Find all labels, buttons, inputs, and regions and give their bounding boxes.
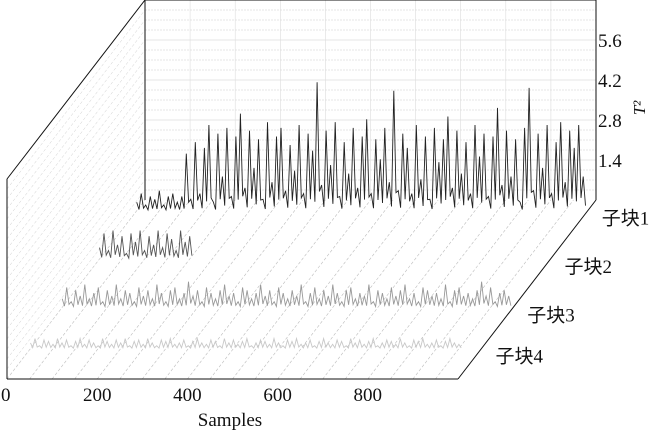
x-tick-label: 400 xyxy=(173,385,202,406)
wall-gridline xyxy=(6,199,146,380)
floor-gridline xyxy=(164,199,304,380)
wall-gridline xyxy=(6,59,146,240)
floor-gridline xyxy=(74,199,213,380)
floor-gridline xyxy=(51,199,191,380)
floor-gridline xyxy=(142,199,281,380)
wall-gridline xyxy=(6,29,146,210)
wall-gridline xyxy=(6,69,146,250)
depth-axis-line xyxy=(457,199,597,380)
series-line-2 xyxy=(99,230,193,260)
floor-gridline xyxy=(435,199,574,380)
x-tick-label: 0 xyxy=(1,385,11,406)
x-tick-label: 800 xyxy=(354,385,383,406)
series-label: 子块1 xyxy=(602,208,650,230)
floor-gridline xyxy=(412,199,552,380)
z-tick-label: 1.4 xyxy=(598,151,622,172)
series-label: 子块2 xyxy=(564,256,612,278)
x-tick-label: 600 xyxy=(263,385,292,406)
wall-gridline xyxy=(6,89,146,270)
left-wall-top-edge xyxy=(6,0,146,180)
wall-gridline xyxy=(6,189,146,370)
z-tick-label: 5.6 xyxy=(598,31,622,52)
series-line-4 xyxy=(30,336,462,350)
floor-gridline xyxy=(367,199,507,380)
series-line-1 xyxy=(136,82,586,212)
floor-gridline xyxy=(254,199,394,380)
x-tick-label: 200 xyxy=(83,385,112,406)
wall-gridline xyxy=(6,39,146,220)
floor-gridline xyxy=(299,199,439,380)
floor-gridline xyxy=(345,199,484,380)
floor-gridline xyxy=(96,199,236,380)
floor-gridline xyxy=(29,199,168,380)
floor-gridline xyxy=(232,199,371,380)
axes-frame xyxy=(6,0,597,380)
wall-gridline xyxy=(6,109,146,290)
wall-gridline xyxy=(6,159,146,340)
series-lines xyxy=(30,82,586,350)
wall-gridline xyxy=(6,149,146,330)
floor-gridline xyxy=(322,199,461,380)
wall-gridline xyxy=(6,119,146,300)
x-axis-label: Samples xyxy=(198,410,262,431)
z-tick-label: 2.8 xyxy=(598,111,622,132)
wall-gridline xyxy=(6,129,146,310)
wall-gridline xyxy=(6,139,146,320)
z-tick-label: 4.2 xyxy=(598,71,622,92)
labels: Samples T² 0 200 400 600 800 1.4 2.8 4.2 5.6 子块1 子… xyxy=(1,31,649,431)
wall-gridline xyxy=(6,19,146,200)
series-label: 子块4 xyxy=(495,346,543,368)
wall-gridline xyxy=(6,179,146,360)
floor-gridline xyxy=(277,199,416,380)
series-label: 子块3 xyxy=(527,304,575,326)
wall-gridline xyxy=(6,169,146,350)
floor-gridline xyxy=(119,199,258,380)
z-axis-label: T² xyxy=(630,100,649,115)
floor-gridline xyxy=(209,199,349,380)
wall-gridline xyxy=(6,99,146,280)
floor-gridline xyxy=(390,199,529,380)
floor-gridline xyxy=(187,199,326,380)
wall-gridline xyxy=(6,79,146,260)
wall-gridline xyxy=(6,49,146,230)
wall-gridline xyxy=(6,9,146,190)
series-line-3 xyxy=(61,281,512,309)
grid xyxy=(6,0,597,380)
